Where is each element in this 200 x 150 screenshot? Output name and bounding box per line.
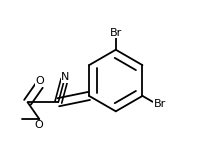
Text: Br: Br [110, 28, 122, 38]
Text: O: O [36, 76, 44, 86]
Text: O: O [34, 120, 43, 130]
Text: N: N [61, 72, 70, 82]
Text: Br: Br [154, 99, 166, 109]
